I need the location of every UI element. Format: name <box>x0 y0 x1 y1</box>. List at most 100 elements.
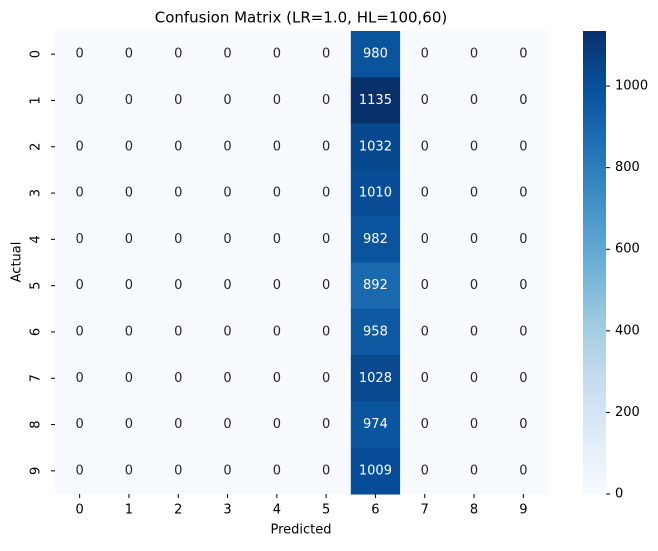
colorbar-tick-label: 1000 <box>615 79 648 94</box>
cell <box>104 401 155 449</box>
cell-label: 892 <box>363 278 388 293</box>
y-tick-label: 3 <box>29 189 44 197</box>
cell <box>301 308 352 356</box>
cell <box>400 31 450 78</box>
cell <box>202 123 253 171</box>
colorbar-tick-label: 600 <box>615 242 640 257</box>
cell-label: 0 <box>76 139 84 154</box>
cell <box>449 31 500 78</box>
cell-label: 0 <box>174 93 182 108</box>
cell <box>55 355 105 402</box>
y-tick-label: 4 <box>29 235 44 243</box>
cell <box>252 447 302 495</box>
cell-label: 0 <box>273 324 281 339</box>
cell <box>301 169 352 217</box>
cell-label: 0 <box>125 186 133 201</box>
cell <box>498 169 549 217</box>
cell-label: 0 <box>322 186 330 201</box>
cell <box>350 401 401 449</box>
cell <box>55 123 105 171</box>
cell <box>104 355 155 402</box>
cell <box>350 216 401 263</box>
x-tick-label: 9 <box>519 503 527 518</box>
cell-label: 0 <box>174 139 182 154</box>
cell <box>55 77 105 125</box>
cell-label: 0 <box>421 93 429 108</box>
cell <box>153 123 204 171</box>
cell-label: 0 <box>322 93 330 108</box>
cell <box>301 31 352 78</box>
cell-label: 0 <box>223 93 231 108</box>
cell-label: 0 <box>273 47 281 62</box>
cell <box>400 401 450 449</box>
cell-label: 0 <box>470 324 478 339</box>
y-tick-label: 0 <box>29 50 44 58</box>
cell-label: 0 <box>174 463 182 478</box>
cell-label: 0 <box>519 186 527 201</box>
cell-label: 0 <box>223 278 231 293</box>
cell-label: 0 <box>519 47 527 62</box>
cell-label: 0 <box>322 47 330 62</box>
cell-label: 0 <box>273 232 281 247</box>
cell-label: 0 <box>76 93 84 108</box>
y-axis-label: Actual <box>10 242 25 283</box>
y-tick-label: 2 <box>29 143 44 151</box>
cell <box>202 308 253 356</box>
cell <box>449 262 500 310</box>
cell-label: 0 <box>470 47 478 62</box>
cell <box>104 169 155 217</box>
cell-label: 0 <box>519 93 527 108</box>
cell-label: 0 <box>322 139 330 154</box>
cell <box>449 447 500 495</box>
cell <box>449 401 500 449</box>
cell-label: 0 <box>125 232 133 247</box>
cell-label: 1009 <box>359 463 392 478</box>
cell-label: 0 <box>519 371 527 386</box>
colorbar-tick-label: 0 <box>615 487 623 502</box>
cell <box>498 31 549 78</box>
y-tick-label: 1 <box>29 96 44 104</box>
cell <box>252 355 302 402</box>
cell <box>55 308 105 356</box>
cell-label: 0 <box>470 371 478 386</box>
x-tick-label: 2 <box>174 503 182 518</box>
cell <box>104 262 155 310</box>
cell <box>252 401 302 449</box>
cell-label: 1010 <box>359 186 392 201</box>
cell <box>202 31 253 78</box>
cell <box>449 308 500 356</box>
cell-label: 0 <box>470 139 478 154</box>
cell <box>498 262 549 310</box>
cell-label: 0 <box>421 371 429 386</box>
cell <box>400 447 450 495</box>
cell-label: 0 <box>421 417 429 432</box>
cell <box>350 447 401 495</box>
cell-label: 982 <box>363 232 388 247</box>
cell <box>301 355 352 402</box>
cell <box>252 123 302 171</box>
cell <box>55 31 105 78</box>
cell-label: 0 <box>322 371 330 386</box>
cell-label: 0 <box>519 139 527 154</box>
cell-label: 0 <box>470 463 478 478</box>
colorbar-tick-label: 200 <box>615 405 640 420</box>
x-tick-label: 1 <box>125 503 133 518</box>
cell-label: 0 <box>273 417 281 432</box>
cell-label: 0 <box>76 47 84 62</box>
cell <box>400 77 450 125</box>
cell <box>449 216 500 263</box>
cell <box>350 355 401 402</box>
y-tick-label: 8 <box>29 420 44 428</box>
colorbar <box>583 31 606 494</box>
cell-label: 0 <box>223 139 231 154</box>
chart-title: Confusion Matrix (LR=1.0, HL=100,60) <box>155 9 448 27</box>
cell-label: 0 <box>421 278 429 293</box>
cell <box>400 169 450 217</box>
colorbar-tick-label: 400 <box>615 323 640 338</box>
cell-label: 0 <box>421 186 429 201</box>
cell <box>252 216 302 263</box>
cell-label: 0 <box>273 371 281 386</box>
cell-label: 0 <box>322 232 330 247</box>
cell <box>350 308 401 356</box>
cell <box>153 401 204 449</box>
